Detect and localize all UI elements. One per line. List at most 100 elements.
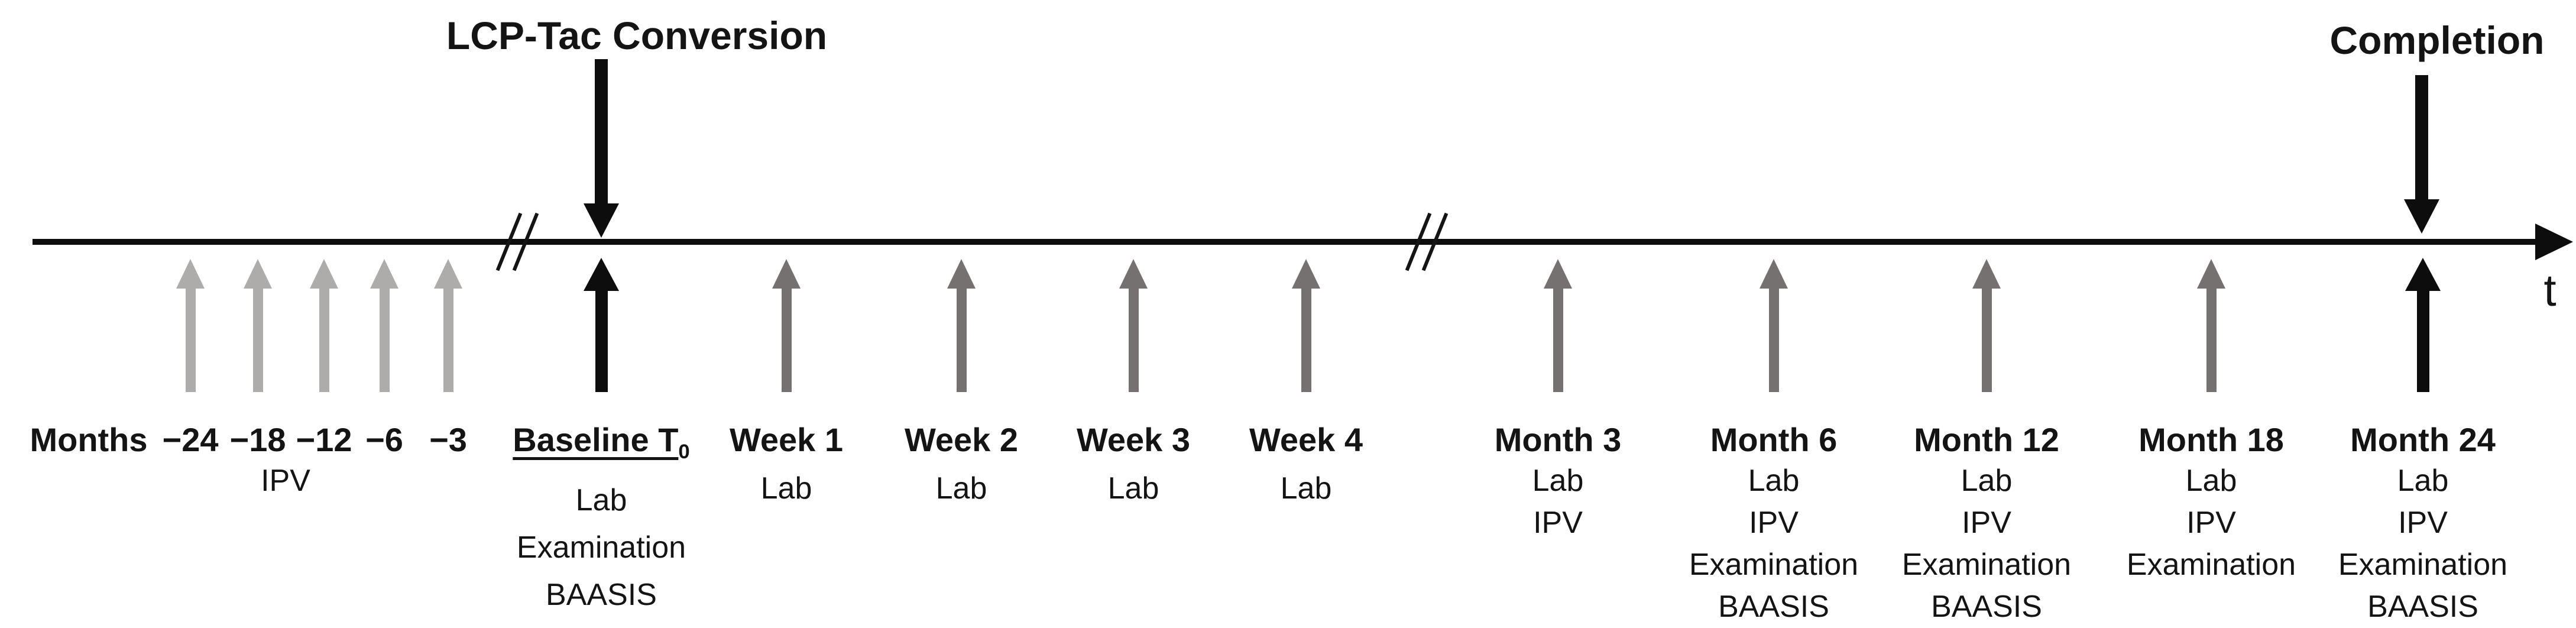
arrow-shaft bbox=[1301, 289, 1311, 392]
assessment-item: Examination bbox=[516, 530, 686, 565]
timepoint-label: Week 4 bbox=[1249, 421, 1363, 458]
arrow-shaft bbox=[1981, 289, 1992, 392]
timepoint-label: Month 3 bbox=[1494, 421, 1622, 458]
month-tick: −6 bbox=[365, 421, 403, 458]
arrow-head bbox=[772, 259, 801, 289]
assessment-item: IPV bbox=[2398, 506, 2448, 540]
assessment-item: Examination bbox=[1689, 548, 1859, 582]
assessment-item: Lab bbox=[760, 471, 812, 506]
arrow-head bbox=[2405, 258, 2441, 291]
assessment-item: Lab bbox=[2185, 464, 2237, 498]
timepoint-items: Lab bbox=[1077, 465, 1190, 512]
month-tick: −12 bbox=[296, 421, 352, 458]
arrow-head bbox=[584, 203, 619, 238]
arrow-head bbox=[370, 259, 398, 289]
timepoint-month-3: Month 3 Lab IPV bbox=[1495, 420, 1622, 544]
arrow-head bbox=[1544, 259, 1572, 289]
assessment-item: Examination bbox=[2126, 548, 2296, 582]
time-axis-arrowhead-icon bbox=[2535, 224, 2573, 260]
arrow-shaft bbox=[185, 289, 196, 392]
conversion-title: LCP-Tac Conversion bbox=[446, 14, 828, 57]
timepoint-label: Week 1 bbox=[730, 421, 843, 458]
assessment-item: Lab bbox=[1532, 464, 1584, 498]
assessment-item: IPV bbox=[2186, 506, 2236, 540]
arrow-shaft bbox=[2416, 291, 2429, 392]
timepoint-label: Baseline T0 bbox=[513, 420, 689, 472]
assessment-item: IPV bbox=[1962, 506, 2011, 540]
assessment-item: BAASIS bbox=[2367, 590, 2478, 624]
assessment-item: Lab bbox=[1280, 471, 1332, 506]
month-18-arrow-icon bbox=[2197, 259, 2225, 392]
timepoint-week-3: Week 3 Lab bbox=[1077, 420, 1190, 512]
pre-baseline-arrow-icon bbox=[370, 259, 398, 392]
arrow-shaft bbox=[379, 289, 390, 392]
arrow-shaft bbox=[1768, 289, 1779, 392]
timepoint-label: Week 3 bbox=[1077, 421, 1190, 458]
week-4-arrow-icon bbox=[1292, 259, 1320, 392]
baseline-label-subscript: 0 bbox=[678, 441, 690, 464]
arrow-head bbox=[310, 259, 338, 289]
arrow-head bbox=[2197, 259, 2225, 289]
timepoint-items: Lab IPV Examination bbox=[2127, 460, 2296, 586]
arrow-head bbox=[2404, 199, 2439, 234]
assessment-item: Examination bbox=[2338, 548, 2508, 582]
timepoint-label: Month 24 bbox=[2350, 421, 2496, 458]
arrow-shaft bbox=[595, 59, 608, 203]
month-3-arrow-icon bbox=[1544, 259, 1572, 392]
conversion-down-arrow-icon bbox=[584, 59, 619, 238]
timepoint-week-4: Week 4 Lab bbox=[1249, 420, 1363, 512]
arrow-head bbox=[947, 259, 976, 289]
timepoint-items: Lab bbox=[1249, 465, 1363, 512]
arrow-shaft bbox=[319, 289, 329, 392]
assessment-item: Lab bbox=[935, 471, 987, 506]
arrow-head bbox=[1292, 259, 1320, 289]
arrow-head bbox=[1972, 259, 2001, 289]
timepoint-month-6: Month 6 Lab IPV Examination BAASIS bbox=[1689, 420, 1858, 628]
arrow-shaft bbox=[595, 291, 608, 392]
assessment-item: Lab bbox=[2397, 464, 2449, 498]
assessment-item: IPV bbox=[1749, 506, 1799, 540]
arrow-shaft bbox=[2206, 289, 2217, 392]
arrow-shaft bbox=[2415, 75, 2428, 199]
pre-baseline-arrow-icon bbox=[176, 259, 205, 392]
arrow-shaft bbox=[1128, 289, 1139, 392]
assessment-item: Lab bbox=[1961, 464, 2013, 498]
timepoint-items: Lab bbox=[730, 465, 843, 512]
month-tick: −24 bbox=[162, 421, 219, 458]
completion-title: Completion bbox=[2329, 18, 2545, 62]
timepoint-label: Month 6 bbox=[1710, 421, 1838, 458]
completion-down-arrow-icon bbox=[2404, 75, 2439, 234]
assessment-item: BAASIS bbox=[1718, 590, 1829, 624]
timepoint-month-12: Month 12 Lab IPV Examination BAASIS bbox=[1902, 420, 2071, 628]
arrow-shaft bbox=[781, 289, 792, 392]
arrow-head bbox=[1119, 259, 1148, 289]
baseline-arrow-icon bbox=[584, 258, 619, 392]
arrow-shaft bbox=[252, 289, 263, 392]
timepoint-items: Lab bbox=[905, 465, 1018, 512]
timepoint-baseline: Baseline T0 Lab Examination BAASIS bbox=[513, 420, 689, 619]
timepoint-month-18: Month 18 Lab IPV Examination bbox=[2127, 420, 2296, 586]
timepoint-label: Week 2 bbox=[905, 421, 1018, 458]
assessment-item: Examination bbox=[1901, 548, 2072, 582]
timepoint-items: Lab IPV Examination BAASIS bbox=[1902, 460, 2071, 628]
timepoint-label: Month 12 bbox=[1914, 421, 2059, 458]
timepoint-week-1: Week 1 Lab bbox=[730, 420, 843, 512]
arrow-head bbox=[584, 258, 619, 291]
week-3-arrow-icon bbox=[1119, 259, 1148, 392]
timepoint-label: Month 18 bbox=[2138, 421, 2284, 458]
timepoint-items: Lab IPV Examination BAASIS bbox=[1689, 460, 1858, 628]
time-axis-label: t bbox=[2543, 266, 2556, 316]
timepoint-month-24: Month 24 Lab IPV Examination BAASIS bbox=[2338, 420, 2507, 628]
baseline-label-text: Baseline T bbox=[513, 421, 679, 458]
assessment-item: BAASIS bbox=[546, 578, 657, 613]
timepoint-items: Lab IPV bbox=[1495, 460, 1622, 544]
timepoint-week-2: Week 2 Lab bbox=[905, 420, 1018, 512]
month-12-arrow-icon bbox=[1972, 259, 2001, 392]
month-tick: −18 bbox=[229, 421, 286, 458]
month-tick: −3 bbox=[429, 421, 467, 458]
pre-baseline-ipv-label: IPV bbox=[261, 464, 310, 498]
pre-baseline-arrow-icon bbox=[310, 259, 338, 392]
arrow-head bbox=[434, 259, 462, 289]
assessment-item: Lab bbox=[575, 483, 627, 518]
